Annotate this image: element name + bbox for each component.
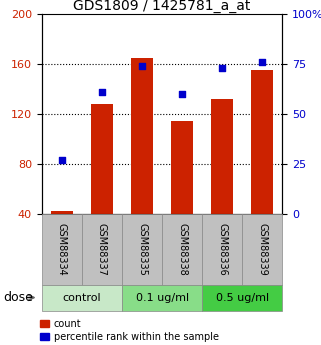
Point [140, 63, 145, 69]
Text: GSM88339: GSM88339 [257, 223, 267, 276]
Bar [51, 211, 73, 214]
Text: GSM88334: GSM88334 [57, 223, 67, 276]
Text: 0.1 ug/ml: 0.1 ug/ml [135, 293, 189, 303]
Bar [82, 214, 122, 285]
Bar [122, 214, 162, 285]
Point [180, 91, 185, 97]
Text: GSM88335: GSM88335 [137, 223, 147, 276]
Text: control: control [63, 293, 101, 303]
Text: 0.5 ug/ml: 0.5 ug/ml [216, 293, 269, 303]
Point [59, 157, 64, 162]
Point [260, 59, 265, 65]
Bar [202, 214, 242, 285]
Bar [211, 99, 233, 214]
Bar [42, 214, 82, 285]
Bar [131, 58, 153, 214]
Bar [91, 104, 113, 214]
Text: GSM88336: GSM88336 [217, 223, 227, 276]
Text: GSM88337: GSM88337 [97, 223, 107, 276]
Point [220, 65, 225, 71]
Bar [162, 214, 202, 285]
Bar [42, 285, 122, 310]
Text: GSM88338: GSM88338 [177, 223, 187, 276]
Bar [251, 70, 273, 214]
Bar [202, 285, 282, 310]
Bar [242, 214, 282, 285]
Legend: count, percentile rank within the sample: count, percentile rank within the sample [40, 319, 219, 342]
Text: dose: dose [3, 291, 33, 304]
Bar [171, 121, 193, 214]
Bar [122, 285, 202, 310]
Point [100, 89, 105, 95]
Title: GDS1809 / 1425781_a_at: GDS1809 / 1425781_a_at [74, 0, 251, 13]
